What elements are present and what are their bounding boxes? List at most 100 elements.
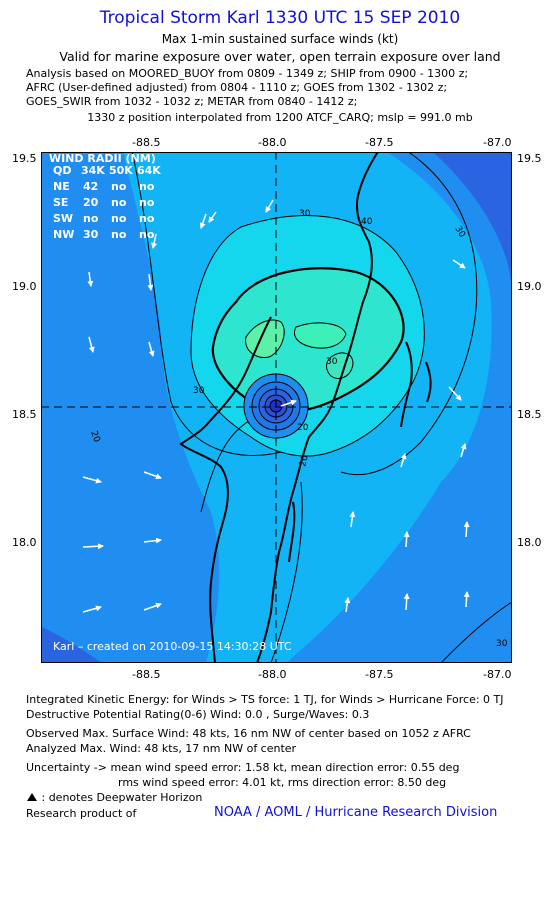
- island-east: [425, 361, 432, 403]
- lat-tick-left-3: 18.5: [12, 408, 37, 421]
- wind-arrow: [344, 597, 351, 613]
- analyzed-max-line: Analyzed Max. Wind: 48 kts, 17 nm NW of …: [26, 742, 297, 755]
- wind-arrow: [349, 511, 356, 528]
- wind-arrows: [82, 199, 470, 613]
- deepwater-legend: : denotes Deepwater Horizon: [26, 791, 202, 804]
- wind-radii-row-ne-34k: 42: [83, 180, 98, 193]
- lon-tick-bottom-4: -87.0: [483, 668, 512, 681]
- wind-radii-header-50k: 50K: [109, 164, 133, 177]
- field-level-green-2: [294, 322, 347, 349]
- wind-radii-row-se-34k: 20: [83, 196, 99, 209]
- wind-arrow: [148, 341, 155, 357]
- deepwater-horizon-icon: [27, 793, 37, 801]
- lat-tick-left-2: 19.0: [12, 280, 37, 293]
- map-title: Tropical Storm Karl 1330 UTC 15 SEP 2010: [99, 8, 461, 28]
- lat-tick-left-1: 19.5: [12, 152, 37, 165]
- wind-arrow: [88, 336, 95, 353]
- wind-arrow: [403, 593, 410, 611]
- lat-tick-right-4: 18.0: [517, 536, 542, 549]
- ike-line: Integrated Kinetic Energy: for Winds > T…: [26, 693, 504, 706]
- wind-radii-row-se-qd: SE: [53, 196, 68, 209]
- analysis-line-1: Analysis based on MOORED_BUOY from 0809 …: [26, 67, 469, 80]
- contour-label: 40: [361, 217, 373, 227]
- contour-line-5: [440, 601, 512, 663]
- contour-label: 20: [298, 454, 311, 468]
- wind-arrow: [460, 443, 467, 458]
- wind-radii-row-se-50k: no: [111, 196, 127, 209]
- wind-arrow: [87, 271, 94, 287]
- wind-arrow: [82, 476, 102, 484]
- wind-arrow: [151, 233, 157, 249]
- contour-line-2: [340, 152, 478, 476]
- wind-arrow: [280, 399, 297, 407]
- wind-arrow: [448, 386, 462, 401]
- wind-arrow: [82, 543, 104, 550]
- wind-arrow: [208, 211, 217, 223]
- cozumel-island: [400, 341, 413, 428]
- noaa-credit: NOAA / AOML / Hurricane Research Divisio…: [214, 805, 498, 820]
- wind-arrow: [143, 602, 162, 611]
- analysis-line-2: AFRC (User-defined adjusted) from 0804 -…: [26, 81, 448, 94]
- wind-radii-row-sw-qd: SW: [53, 212, 73, 225]
- wind-arrow: [199, 213, 207, 229]
- wind-radii-row-sw-64k: no: [139, 212, 155, 225]
- lon-tick-bottom-3: -87.5: [365, 668, 394, 681]
- wind-radii-row-nw-34k: 30: [83, 228, 99, 241]
- contour-label: 30: [326, 357, 338, 367]
- wind-arrow: [147, 273, 154, 291]
- wind-radii-table: WIND RADII (NM) QD 34K 50K 64K NE 42 no …: [49, 152, 161, 241]
- research-product-label: Research product of: [26, 807, 137, 820]
- wind-radii-row-sw-50k: no: [111, 212, 127, 225]
- coastline-west: [179, 316, 272, 663]
- wind-radii-row-sw-34k: no: [83, 212, 99, 225]
- wind-radii-row-nw-qd: NW: [53, 228, 74, 241]
- wind-arrow: [403, 531, 410, 548]
- wind-radii-header-34k: 34K: [81, 164, 105, 177]
- dpr-line: Destructive Potential Rating(0-6) Wind: …: [26, 708, 370, 721]
- wind-radii-title: WIND RADII (NM): [49, 152, 156, 165]
- wind-arrow: [265, 199, 274, 213]
- wind-radii-row-nw-64k: no: [139, 228, 155, 241]
- wind-arrow: [82, 605, 102, 613]
- map-subtitle-1: Max 1-min sustained surface winds (kt): [161, 32, 399, 46]
- wind-arrow: [463, 591, 470, 608]
- contour-label: 20: [297, 423, 309, 433]
- wind-radii-row-ne-50k: no: [111, 180, 127, 193]
- lon-tick-top-2: -88.0: [258, 136, 287, 149]
- lon-tick-top-3: -87.5: [365, 136, 394, 149]
- observed-max-line: Observed Max. Surface Wind: 48 kts, 16 n…: [26, 727, 471, 740]
- contour-line-4: [270, 481, 303, 663]
- lon-tick-top-4: -87.0: [483, 136, 512, 149]
- contour-label: 30: [299, 209, 311, 219]
- lat-tick-right-2: 19.0: [517, 280, 542, 293]
- wind-arrow: [463, 521, 470, 538]
- uncertainty-line-1: Uncertainty -> mean wind speed error: 1.…: [26, 761, 460, 774]
- analysis-line-3: GOES_SWIR from 1032 - 1032 z; METAR from…: [26, 95, 358, 108]
- wind-radii-row-nw-50k: no: [111, 228, 127, 241]
- wind-radii-header-qd: QD: [53, 164, 71, 177]
- map-frame: [41, 152, 512, 663]
- lon-tick-bottom-1: -88.5: [132, 668, 161, 681]
- contour-label: 30: [496, 639, 508, 649]
- lon-tick-bottom-2: -88.0: [258, 668, 287, 681]
- field-level-green-1: [245, 319, 285, 359]
- wind-radii-row-ne-qd: NE: [53, 180, 70, 193]
- wind-radii-row-ne-64k: no: [139, 180, 155, 193]
- lat-tick-left-4: 18.0: [12, 536, 37, 549]
- map-subtitle-2: Valid for marine exposure over water, op…: [59, 49, 501, 64]
- wind-arrow: [400, 453, 407, 468]
- wind-arrow: [143, 471, 162, 480]
- wind-radii-row-se-64k: no: [139, 196, 155, 209]
- contour-line-1: [131, 152, 282, 456]
- lagoon-line: [288, 501, 296, 563]
- wind-field-map: 30 30 40 30 30 20 20 20 30 WIND RADII (N…: [41, 152, 512, 663]
- wind-radii-header-64k: 64K: [137, 164, 161, 177]
- wind-arrow: [143, 537, 162, 544]
- created-label: Karl – created on 2010-09-15 14:30:28 UT…: [53, 640, 292, 653]
- lat-tick-right-1: 19.5: [517, 152, 542, 165]
- deepwater-legend-text: : denotes Deepwater Horizon: [41, 791, 203, 804]
- position-line: 1330 z position interpolated from 1200 A…: [87, 111, 473, 124]
- wind-arrow: [452, 259, 466, 269]
- contour-label: 20: [88, 430, 101, 444]
- contour-label: 30: [193, 386, 205, 396]
